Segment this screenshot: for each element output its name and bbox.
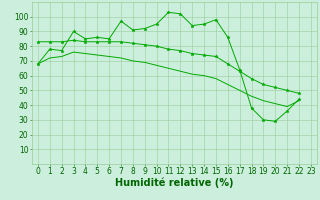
X-axis label: Humidité relative (%): Humidité relative (%) (115, 178, 234, 188)
